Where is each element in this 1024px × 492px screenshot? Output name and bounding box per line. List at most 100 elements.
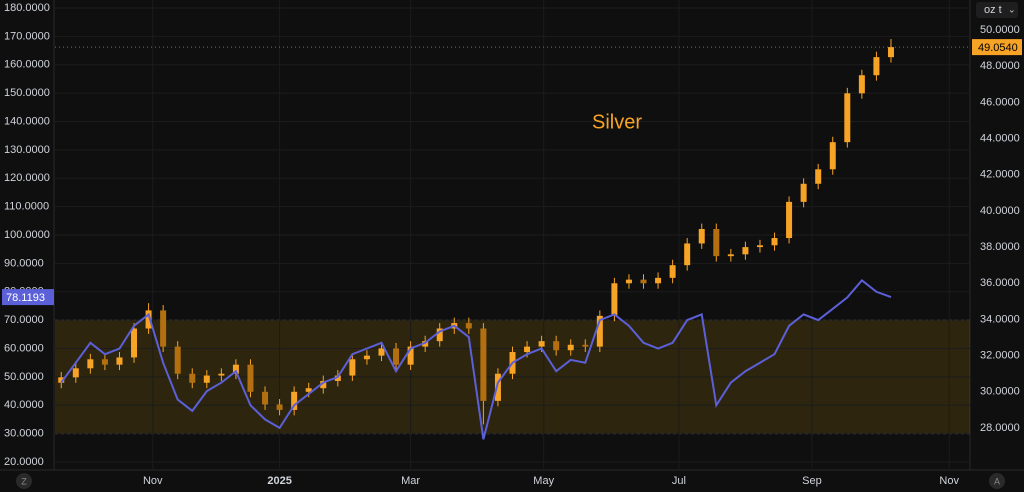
unit-label[interactable]: oz t	[984, 4, 1002, 16]
y2-tick-label: 34.0000	[980, 313, 1020, 325]
candle-body	[655, 277, 662, 284]
unit-caret[interactable]: ⌄	[1008, 4, 1016, 14]
last-value-label: 78.1193	[6, 292, 45, 304]
y-tick-label: 20.0000	[4, 456, 44, 468]
y2-tick-label: 46.0000	[980, 96, 1020, 108]
y2-tick-label: 48.0000	[980, 60, 1020, 72]
candle-body	[407, 346, 414, 365]
y2-tick-label: 32.0000	[980, 350, 1020, 362]
left-button-label[interactable]: Z	[21, 476, 27, 486]
candle-body	[480, 328, 487, 401]
candle-body	[771, 238, 778, 246]
candle-body	[203, 375, 210, 383]
y2-tick-label: 30.0000	[980, 386, 1020, 398]
y-tick-label: 120.0000	[4, 172, 50, 184]
candle-body	[174, 346, 181, 374]
candle-body	[87, 359, 94, 369]
candle-body	[742, 247, 749, 255]
candle-body	[116, 357, 123, 365]
candle-body	[305, 388, 312, 392]
candle-body	[232, 364, 239, 374]
x-tick-label: 2025	[267, 475, 291, 487]
y-tick-label: 150.0000	[4, 87, 50, 99]
last-price-label: 49.0540	[978, 42, 1018, 54]
candle-body	[72, 368, 79, 378]
candle-body	[160, 310, 167, 347]
candle-body	[334, 375, 341, 381]
y2-tick-label: 44.0000	[980, 132, 1020, 144]
candle-body	[698, 229, 705, 244]
candle-body	[669, 265, 676, 278]
candle-body	[786, 201, 793, 239]
candle-body	[320, 380, 327, 389]
candle-body	[684, 243, 691, 266]
y2-tick-label: 40.0000	[980, 205, 1020, 217]
unit-button[interactable]	[976, 2, 1018, 18]
x-tick-label: Mar	[401, 475, 420, 487]
candle-body	[145, 310, 152, 329]
x-tick-label: May	[533, 475, 554, 487]
candle-body	[349, 359, 356, 376]
candle-body	[800, 183, 807, 202]
y2-tick-label: 28.0000	[980, 422, 1020, 434]
left-button[interactable]	[16, 473, 32, 489]
candle-body	[218, 373, 225, 376]
y2-tick-label: 36.0000	[980, 277, 1020, 289]
candle-body	[378, 348, 385, 356]
candle-body	[553, 341, 560, 351]
x-tick-label: Nov	[143, 475, 163, 487]
candle-body	[436, 328, 443, 342]
candle-body	[625, 279, 632, 284]
candle-body	[582, 344, 589, 347]
candle-body	[887, 47, 894, 58]
y2-tick-label: 38.0000	[980, 241, 1020, 253]
y2-tick-label: 42.0000	[980, 169, 1020, 181]
candle-body	[611, 283, 618, 316]
candle-body	[756, 245, 763, 248]
right-button-label[interactable]: A	[994, 476, 1000, 486]
last-value-box	[2, 289, 54, 306]
candle-body	[494, 373, 501, 401]
x-tick-label: Sep	[802, 475, 822, 487]
candle-body	[815, 169, 822, 184]
candle-body	[858, 75, 865, 94]
candle-body	[596, 315, 603, 347]
y-tick-label: 30.0000	[4, 428, 44, 440]
y-tick-label: 140.0000	[4, 115, 50, 127]
candle-body	[101, 359, 108, 365]
series-annotation: Silver	[592, 111, 642, 133]
candle-body	[58, 377, 65, 383]
y-tick-label: 180.0000	[4, 2, 50, 14]
candle-body	[844, 93, 851, 143]
y-tick-label: 50.0000	[4, 371, 44, 383]
y-tick-label: 160.0000	[4, 59, 50, 71]
candle-body	[291, 391, 298, 410]
candle-body	[567, 344, 574, 351]
candle-body	[727, 254, 734, 257]
candle-body	[363, 355, 370, 360]
candle-body	[713, 229, 720, 257]
candle-body	[393, 348, 400, 365]
y-tick-label: 130.0000	[4, 144, 50, 156]
candle-body	[262, 391, 269, 405]
y-tick-label: 100.0000	[4, 229, 50, 241]
candle-body	[524, 346, 531, 353]
y-tick-label: 90.0000	[4, 257, 44, 269]
y2-tick-label: 50.0000	[980, 24, 1020, 36]
x-tick-label: Jul	[672, 475, 686, 487]
candle-body	[829, 142, 836, 170]
y-tick-label: 170.0000	[4, 30, 50, 42]
y-tick-label: 60.0000	[4, 342, 44, 354]
candle-body	[247, 364, 254, 392]
candle-body	[131, 328, 138, 358]
y-tick-label: 110.0000	[4, 201, 49, 213]
candle-body	[640, 279, 647, 284]
x-tick-label: Nov	[939, 475, 959, 487]
candle-body	[465, 323, 472, 329]
candle-body	[276, 404, 283, 410]
y-tick-label: 40.0000	[4, 399, 44, 411]
candle-body	[538, 341, 545, 347]
candle-body	[189, 373, 196, 383]
right-button[interactable]	[989, 473, 1005, 489]
